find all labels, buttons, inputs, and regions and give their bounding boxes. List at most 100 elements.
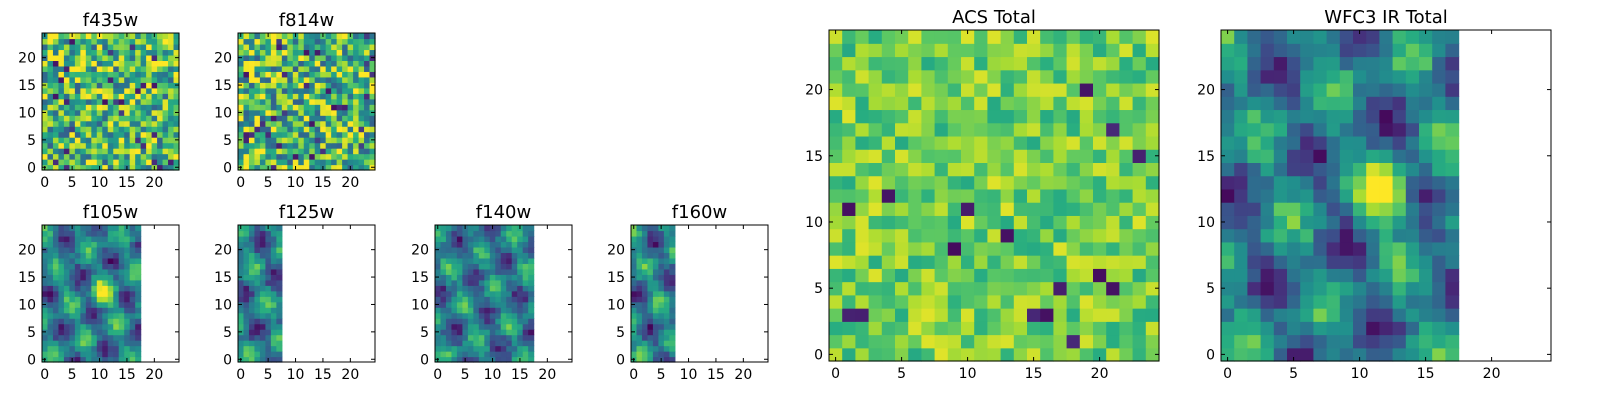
heatmap-cell xyxy=(1445,82,1460,97)
heatmap-cell xyxy=(500,356,507,363)
heatmap-cell xyxy=(248,131,256,138)
heatmap-cell xyxy=(52,334,60,341)
heatmap-cell xyxy=(118,323,125,330)
heatmap-cell xyxy=(369,159,376,166)
heatmap-cell xyxy=(265,340,272,347)
heatmap-cell xyxy=(102,54,109,61)
heatmap-cell xyxy=(1287,281,1301,296)
heatmap-cell xyxy=(52,268,60,275)
heatmap-cell xyxy=(80,120,87,127)
heatmap-cell xyxy=(69,38,76,45)
heatmap-cell xyxy=(473,334,480,341)
heatmap-cell xyxy=(69,252,76,259)
heatmap-cell xyxy=(42,230,49,237)
heatmap-cell xyxy=(489,279,496,286)
heatmap-cell xyxy=(1339,96,1354,111)
heatmap-cell xyxy=(292,109,299,116)
heatmap-cell xyxy=(146,109,153,116)
heatmap-cell xyxy=(85,49,92,56)
heatmap-cell xyxy=(1234,268,1248,283)
heatmap-cell xyxy=(243,104,250,111)
heatmap-cell xyxy=(281,109,288,116)
heatmap-cell xyxy=(1419,188,1433,203)
heatmap-cell xyxy=(238,49,245,56)
heatmap-cell xyxy=(1027,241,1041,256)
heatmap-cell xyxy=(1106,135,1120,150)
heatmap-cell xyxy=(91,60,98,67)
heatmap-cell xyxy=(298,142,305,149)
heatmap-cell xyxy=(238,268,245,275)
heatmap-cell xyxy=(248,296,256,303)
heatmap-cell xyxy=(528,268,535,275)
heatmap-cell xyxy=(500,246,507,253)
heatmap-cell xyxy=(292,71,299,78)
heatmap-cell xyxy=(1419,241,1433,256)
heatmap-cell xyxy=(1053,135,1068,150)
heatmap-cell xyxy=(162,148,169,155)
heatmap-cell xyxy=(1366,202,1380,216)
heatmap-cell xyxy=(1221,321,1235,336)
heatmap-cell xyxy=(238,131,245,138)
heatmap-cell xyxy=(451,225,458,232)
heatmap-cell xyxy=(440,340,447,347)
heatmap-cell xyxy=(162,109,169,116)
heatmap-cell xyxy=(1079,56,1094,71)
heatmap-cell xyxy=(364,109,371,116)
heatmap-cell xyxy=(1260,96,1275,111)
heatmap-cell xyxy=(248,307,256,314)
heatmap-cell xyxy=(1079,43,1094,58)
heatmap-cell xyxy=(124,82,131,89)
heatmap-cell xyxy=(80,159,87,166)
heatmap-cell xyxy=(281,60,288,67)
heatmap-cell xyxy=(1300,255,1314,269)
heatmap-cell xyxy=(1234,228,1248,243)
heatmap-cell xyxy=(238,235,245,243)
heatmap-cell xyxy=(1040,268,1054,283)
heatmap-cell xyxy=(947,56,962,71)
heatmap-cell xyxy=(298,33,305,40)
heatmap-cell xyxy=(353,43,360,51)
heatmap-cell xyxy=(124,148,131,155)
heatmap-cell xyxy=(173,120,180,127)
heatmap-cell xyxy=(1379,321,1394,336)
heatmap-cell xyxy=(506,263,513,270)
heatmap-cell xyxy=(151,98,158,105)
heatmap-cell xyxy=(1405,30,1420,44)
heatmap-cell xyxy=(636,323,643,330)
heatmap-cell xyxy=(74,115,81,122)
heatmap-cell xyxy=(140,87,147,94)
heatmap-cell xyxy=(96,104,103,111)
heatmap-cell xyxy=(473,323,480,330)
heatmap-cell xyxy=(1079,175,1094,190)
heatmap-cell xyxy=(489,274,496,281)
heatmap-cell xyxy=(85,351,92,358)
heatmap-cell xyxy=(85,323,92,330)
heatmap-cell xyxy=(1432,162,1446,177)
heatmap-cell xyxy=(96,76,103,83)
heatmap-cell xyxy=(129,296,136,303)
heatmap-cell xyxy=(974,281,988,296)
heatmap-cell xyxy=(63,246,70,253)
heatmap-cell xyxy=(669,290,676,297)
heatmap-cell xyxy=(522,301,529,308)
heatmap-cell xyxy=(331,148,338,155)
heatmap-cell xyxy=(135,241,142,248)
heatmap-cell xyxy=(91,340,98,347)
heatmap-cell xyxy=(63,307,70,314)
heatmap-cell xyxy=(1027,188,1041,203)
heatmap-cell xyxy=(495,312,502,319)
heatmap-cell xyxy=(157,137,164,144)
heatmap-cell xyxy=(107,307,114,314)
heatmap-cell xyxy=(129,115,136,122)
heatmap-cell xyxy=(146,98,153,105)
heatmap-cell xyxy=(517,230,524,237)
heatmap-cell xyxy=(1392,109,1407,124)
heatmap-cell xyxy=(102,65,109,72)
heatmap-cell xyxy=(42,120,49,127)
heatmap-cell xyxy=(467,334,474,341)
heatmap-cell xyxy=(456,345,463,352)
heatmap-cell xyxy=(669,301,676,308)
heatmap-cell xyxy=(42,65,49,72)
heatmap-cells xyxy=(1221,30,1460,362)
